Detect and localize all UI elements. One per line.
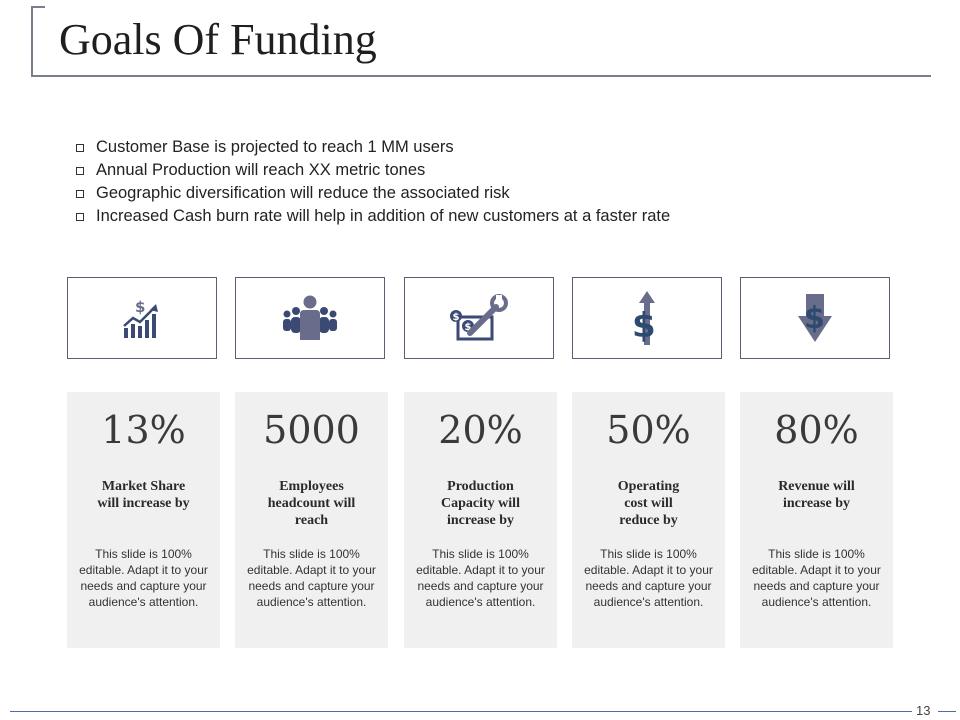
- footer-divider-right: [938, 711, 956, 712]
- stat-label: Employees headcount will reach: [267, 479, 356, 528]
- stat-card: 80% Revenue will increase by This slide …: [740, 392, 893, 648]
- stat-value: 80%: [774, 408, 859, 452]
- stat-description: This slide is 100% editable. Adapt it to…: [416, 547, 545, 609]
- stat-card: 50% Operating cost will reduce by This s…: [572, 392, 725, 648]
- checkbox-bullet-icon: [76, 190, 84, 198]
- svg-text:$: $: [135, 298, 145, 316]
- svg-text:$: $: [465, 322, 472, 333]
- stat-label: Operating cost will reduce by: [617, 479, 680, 528]
- bullet-item: Customer Base is projected to reach 1 MM…: [76, 136, 670, 159]
- icon-card-operating-cost: $: [572, 277, 722, 359]
- icon-card-market-share: $: [67, 277, 217, 359]
- stat-label: Market Share will increase by: [97, 479, 190, 511]
- stat-description: This slide is 100% editable. Adapt it to…: [79, 547, 208, 609]
- stat-card: 20% Production Capacity will increase by…: [404, 392, 557, 648]
- growth-chart-dollar-icon: $: [123, 298, 158, 338]
- svg-text:$: $: [453, 312, 460, 323]
- svg-text:$: $: [632, 306, 656, 346]
- stat-card: 5000 Employees headcount will reach This…: [235, 392, 388, 648]
- bullet-item: Increased Cash burn rate will help in ad…: [76, 205, 670, 228]
- stat-label: Revenue will increase by: [778, 479, 855, 511]
- svg-text:$: $: [804, 301, 825, 336]
- stat-label: Production Capacity will increase by: [441, 479, 520, 528]
- bullet-list: Customer Base is projected to reach 1 MM…: [76, 136, 670, 228]
- stat-value: 20%: [438, 408, 523, 452]
- stat-value: 5000: [263, 408, 360, 452]
- page-title: Goals Of Funding: [59, 15, 377, 64]
- page-number: 13: [916, 703, 931, 718]
- stat-description: This slide is 100% editable. Adapt it to…: [752, 547, 881, 609]
- checkbox-bullet-icon: [76, 144, 84, 152]
- money-wrench-icon: $ $: [450, 294, 508, 341]
- stat-description: This slide is 100% editable. Adapt it to…: [584, 547, 713, 609]
- footer-divider: [10, 711, 912, 712]
- dollar-down-arrow-icon: $: [798, 294, 832, 342]
- stat-description: This slide is 100% editable. Adapt it to…: [247, 547, 376, 609]
- stat-card: 13% Market Share will increase by This s…: [67, 392, 220, 648]
- team-icon: [283, 295, 337, 340]
- title-frame: [31, 6, 931, 77]
- checkbox-bullet-icon: [76, 167, 84, 175]
- icon-card-production: $ $: [404, 277, 554, 359]
- icon-card-revenue: $: [740, 277, 890, 359]
- bullet-item: Geographic diversification will reduce t…: [76, 182, 670, 205]
- icon-card-employees: [235, 277, 385, 359]
- bullet-item: Annual Production will reach XX metric t…: [76, 159, 670, 182]
- stat-value: 50%: [606, 408, 691, 452]
- stat-value: 13%: [101, 408, 186, 452]
- checkbox-bullet-icon: [76, 213, 84, 221]
- dollar-up-arrow-icon: $: [632, 291, 656, 346]
